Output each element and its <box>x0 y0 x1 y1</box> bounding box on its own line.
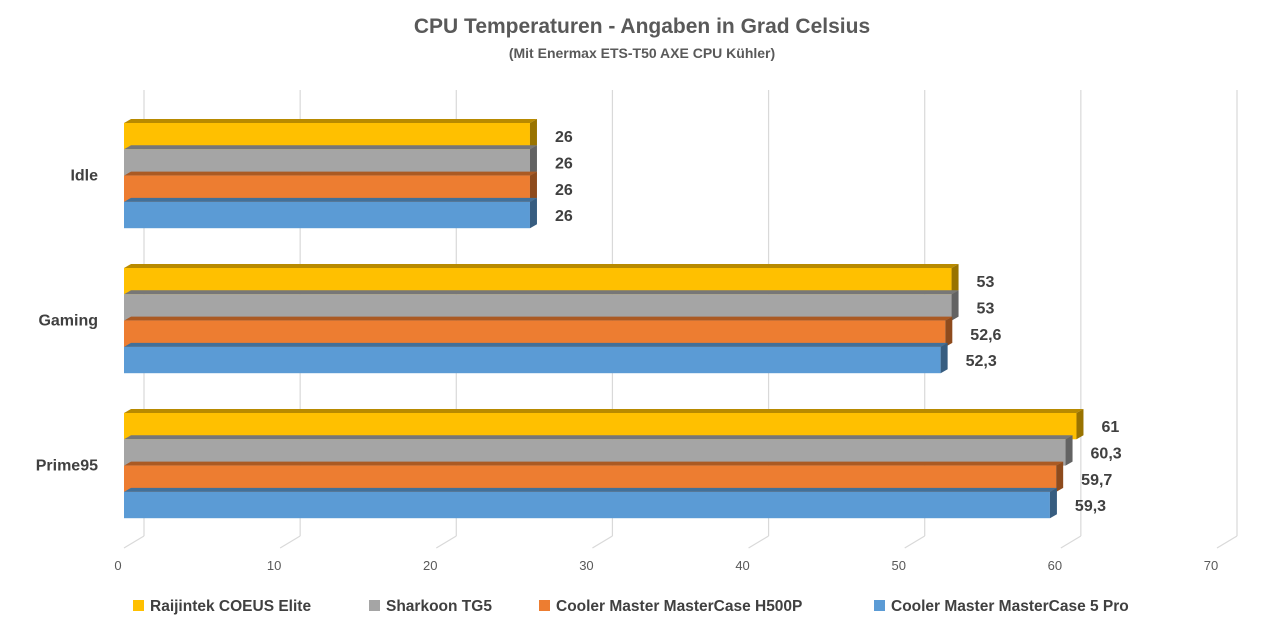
category-label: Idle <box>70 168 98 185</box>
data-label: 59,7 <box>1081 472 1112 489</box>
bar-front-face <box>124 320 946 347</box>
legend-swatch <box>369 600 380 611</box>
bar-side-face <box>1056 461 1064 492</box>
bar-front-face <box>124 294 952 321</box>
bar-side-face <box>529 119 537 150</box>
bar-front-face <box>124 201 530 229</box>
legend-item: Cooler Master MasterCase 5 Pro <box>874 598 1129 615</box>
floor-gridline <box>123 535 145 549</box>
bar-top-face <box>124 409 1084 413</box>
bar <box>124 197 537 229</box>
bar <box>124 409 1084 440</box>
bar-front-face <box>124 175 530 202</box>
x-tick-label: 0 <box>114 558 121 573</box>
bar-top-face <box>124 197 537 202</box>
bar-top-face <box>124 342 948 347</box>
legend-swatch <box>539 600 550 611</box>
data-label: 53 <box>977 300 995 317</box>
bar-side-face <box>529 145 537 176</box>
legend-label: Cooler Master MasterCase H500P <box>556 598 802 615</box>
legend-label: Raijintek COEUS Elite <box>150 598 311 615</box>
floor-gridline <box>1216 535 1238 549</box>
legend-label: Cooler Master MasterCase 5 Pro <box>891 598 1129 615</box>
floor-gridline <box>435 535 457 549</box>
bar-front-face <box>124 413 1077 440</box>
bar-front-face <box>124 465 1057 492</box>
bar <box>124 119 537 150</box>
bar-side-face <box>1065 435 1073 466</box>
data-label: 52,6 <box>970 327 1001 344</box>
data-label: 26 <box>555 182 573 199</box>
x-tick-label: 10 <box>267 558 281 573</box>
data-label: 26 <box>555 208 573 225</box>
x-tick-label: 20 <box>423 558 437 573</box>
floor-gridline <box>279 535 301 549</box>
floor-gridline <box>748 535 769 549</box>
bar <box>124 487 1057 519</box>
bar-top-face <box>124 171 537 176</box>
data-label: 26 <box>555 155 573 172</box>
data-label: 59,3 <box>1075 498 1106 515</box>
bar <box>124 145 537 176</box>
bar-top-face <box>124 119 537 123</box>
bar-front-face <box>124 491 1050 519</box>
bar-top-face <box>124 316 953 321</box>
bar <box>124 435 1073 466</box>
floor-gridline <box>592 535 613 549</box>
bar-front-face <box>124 268 952 295</box>
chart-subtitle: (Mit Enermax ETS-T50 AXE CPU Kühler) <box>509 45 775 61</box>
data-label: 60,3 <box>1091 445 1122 462</box>
bar-front-face <box>124 346 941 374</box>
bar-side-face <box>1049 487 1057 519</box>
bar-side-face <box>951 264 959 295</box>
bar-top-face <box>124 264 959 268</box>
x-tick-label: 50 <box>891 558 905 573</box>
category-label: Prime95 <box>36 458 98 475</box>
bar-side-face <box>529 197 537 229</box>
bar-side-face <box>945 316 953 347</box>
x-tick-label: 40 <box>735 558 749 573</box>
legend-item: Sharkoon TG5 <box>369 598 492 615</box>
bar <box>124 290 959 321</box>
data-label: 52,3 <box>966 353 997 370</box>
legend-item: Cooler Master MasterCase H500P <box>539 598 802 615</box>
bar-side-face <box>529 171 537 202</box>
x-tick-label: 60 <box>1048 558 1062 573</box>
x-tick-label: 30 <box>579 558 593 573</box>
bar-top-face <box>124 290 959 295</box>
bar-front-face <box>124 149 530 176</box>
legend: Raijintek COEUS Elite Sharkoon TG5 Cooler … <box>133 598 1129 615</box>
data-label: 26 <box>555 129 573 146</box>
bar-front-face <box>124 123 530 150</box>
x-tick-label: 70 <box>1204 558 1218 573</box>
category-label: Gaming <box>38 313 98 330</box>
bar-front-face <box>124 439 1066 466</box>
bar-top-face <box>124 145 537 150</box>
bar <box>124 264 959 295</box>
bar-top-face <box>124 435 1073 440</box>
legend-swatch <box>133 600 144 611</box>
bar-side-face <box>951 290 959 321</box>
data-label: 61 <box>1101 419 1119 436</box>
bar <box>124 171 537 202</box>
bars <box>124 119 1084 519</box>
data-labels: 26 26 26 26 53 53 52,6 52,3 61 60,3 59,7 59,3 <box>555 129 1122 515</box>
legend-swatch <box>874 600 885 611</box>
bar <box>124 342 948 374</box>
axes: 0 10 20 30 40 50 60 70 Idle Gaming Prime95 <box>36 168 1219 573</box>
legend-item: Raijintek COEUS Elite <box>133 598 311 615</box>
bar <box>124 316 953 347</box>
bar-side-face <box>940 342 948 374</box>
data-label: 53 <box>977 274 995 291</box>
chart-title: CPU Temperaturen - Angaben in Grad Celsi… <box>414 15 870 38</box>
bar-side-face <box>1076 409 1084 440</box>
legend-label: Sharkoon TG5 <box>386 598 492 615</box>
floor-gridline <box>904 535 926 549</box>
floor-gridline <box>1060 535 1082 549</box>
bar <box>124 461 1064 492</box>
bar-top-face <box>124 461 1064 466</box>
bar-top-face <box>124 487 1057 492</box>
